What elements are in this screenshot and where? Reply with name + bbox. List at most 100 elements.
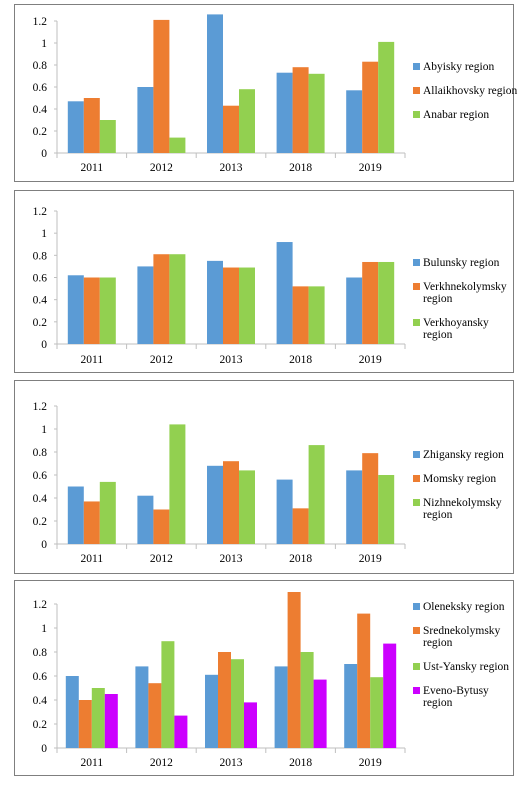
bar (362, 453, 379, 544)
legend-swatch (413, 475, 420, 482)
y-tick-label: 1.2 (33, 401, 48, 413)
x-tick-label: 2018 (289, 757, 312, 769)
legend-item: Abyisky region (413, 61, 521, 73)
x-tick-label: 2011 (81, 757, 104, 769)
bar-chart-1: 0 0.2 0.4 0.6 0.8 1 1.2 2011 2012 2013 2018 2019 (33, 14, 406, 174)
bar (362, 261, 379, 344)
bar (239, 470, 255, 544)
legend-label: Nizhnekolymsky region (423, 497, 502, 521)
bar (104, 694, 118, 748)
bar (292, 67, 309, 153)
bar (153, 254, 170, 344)
y-tick-label: 0.8 (33, 647, 48, 659)
bar (244, 702, 257, 748)
bar (292, 286, 309, 344)
bar (276, 242, 293, 344)
y-tick-label: 0.4 (33, 695, 48, 707)
legend-swatch (413, 63, 420, 70)
y-tick-label: 0.4 (33, 295, 48, 307)
x-tick-label: 2011 (81, 354, 104, 366)
legend-2: Bulunsky region Verkhnekolymsky region Ver… (413, 257, 521, 353)
bar (223, 461, 239, 544)
bar-chart-2: 0 0.2 0.4 0.6 0.8 1 1.2 2011 2012 2013 2018 2019 (33, 206, 406, 366)
bar (346, 470, 363, 544)
bar (169, 137, 186, 153)
bar (99, 120, 116, 153)
bar (65, 676, 79, 748)
legend-label: Oleneksky region (423, 601, 505, 613)
y-tick-label: 1.2 (33, 16, 48, 28)
bar (276, 72, 293, 153)
x-tick-label: 2018 (289, 354, 312, 366)
bar (205, 674, 218, 748)
bar (78, 700, 92, 748)
bar (308, 73, 325, 153)
bar (362, 61, 379, 154)
legend-swatch (413, 663, 420, 670)
legend-item: Oleneksky region (413, 601, 521, 613)
bar (239, 267, 255, 344)
bar (357, 613, 371, 748)
y-tick-label: 0.8 (33, 60, 48, 72)
y-tick-label: 0.2 (33, 719, 48, 731)
legend-item: Zhigansky region (413, 449, 521, 461)
x-tick-label: 2013 (220, 354, 243, 366)
y-tick-label: 1 (41, 38, 47, 50)
y-tick-label: 0 (41, 743, 47, 755)
bar (344, 664, 358, 748)
y-tick-label: 1 (41, 424, 47, 436)
legend-item: Srednekolymsky region (413, 625, 521, 649)
bar (239, 89, 255, 153)
x-tick-label: 2012 (150, 757, 173, 769)
bar (161, 641, 175, 748)
legend-item: Verkhnekolymsky region (413, 281, 521, 305)
legend-label: Eveno-Bytusy region (423, 685, 489, 709)
legend-label: Srednekolymsky region (423, 625, 501, 649)
y-tick-label: 0.6 (33, 671, 48, 683)
legend-item: Bulunsky region (413, 257, 521, 269)
bar (83, 501, 100, 544)
legend-swatch (413, 111, 420, 118)
x-tick-label: 2018 (289, 553, 312, 565)
legend-item: Ust-Yansky region (413, 661, 521, 673)
bar (313, 679, 327, 748)
x-tick-label: 2012 (150, 354, 173, 366)
bar (174, 715, 188, 748)
legend-swatch (413, 451, 420, 458)
y-tick-label: 0 (41, 539, 47, 551)
bar (169, 424, 186, 544)
bar (223, 105, 239, 153)
bar (346, 90, 363, 153)
bar (378, 41, 395, 153)
bar (231, 659, 244, 748)
bar (91, 688, 105, 748)
x-tick-label: 2013 (220, 162, 243, 174)
bar-chart-3: 0 0.2 0.4 0.6 0.8 1 1.2 2011 2012 2013 2018 2019 (33, 401, 406, 565)
legend-swatch (413, 259, 420, 266)
bar (346, 277, 363, 344)
y-tick-label: 0.6 (33, 470, 48, 482)
y-tick-label: 0.4 (33, 493, 48, 505)
bar (67, 101, 84, 153)
legend-label: Verkhnekolymsky region (423, 281, 507, 305)
legend-item: Nizhnekolymsky region (413, 497, 521, 521)
x-tick-label: 2011 (81, 162, 104, 174)
legend-swatch (413, 499, 420, 506)
legend-1: Abyisky region Allaikhovsky region Anabar … (413, 61, 521, 133)
y-tick-label: 0.8 (33, 250, 48, 262)
legend-swatch (413, 319, 420, 326)
bar (67, 486, 84, 544)
legend-4: Oleneksky region Srednekolymsky region Ust… (413, 601, 521, 721)
bar (153, 19, 170, 154)
legend-label: Abyisky region (423, 61, 495, 73)
y-tick-label: 0.2 (33, 516, 48, 528)
legend-label: Bulunsky region (423, 257, 500, 269)
x-tick-label: 2019 (359, 553, 382, 565)
x-tick-label: 2019 (359, 162, 382, 174)
bar (67, 275, 84, 344)
bar (83, 98, 100, 153)
bar (378, 475, 395, 544)
bar (99, 481, 116, 544)
bar (207, 14, 223, 154)
bar (287, 592, 301, 748)
